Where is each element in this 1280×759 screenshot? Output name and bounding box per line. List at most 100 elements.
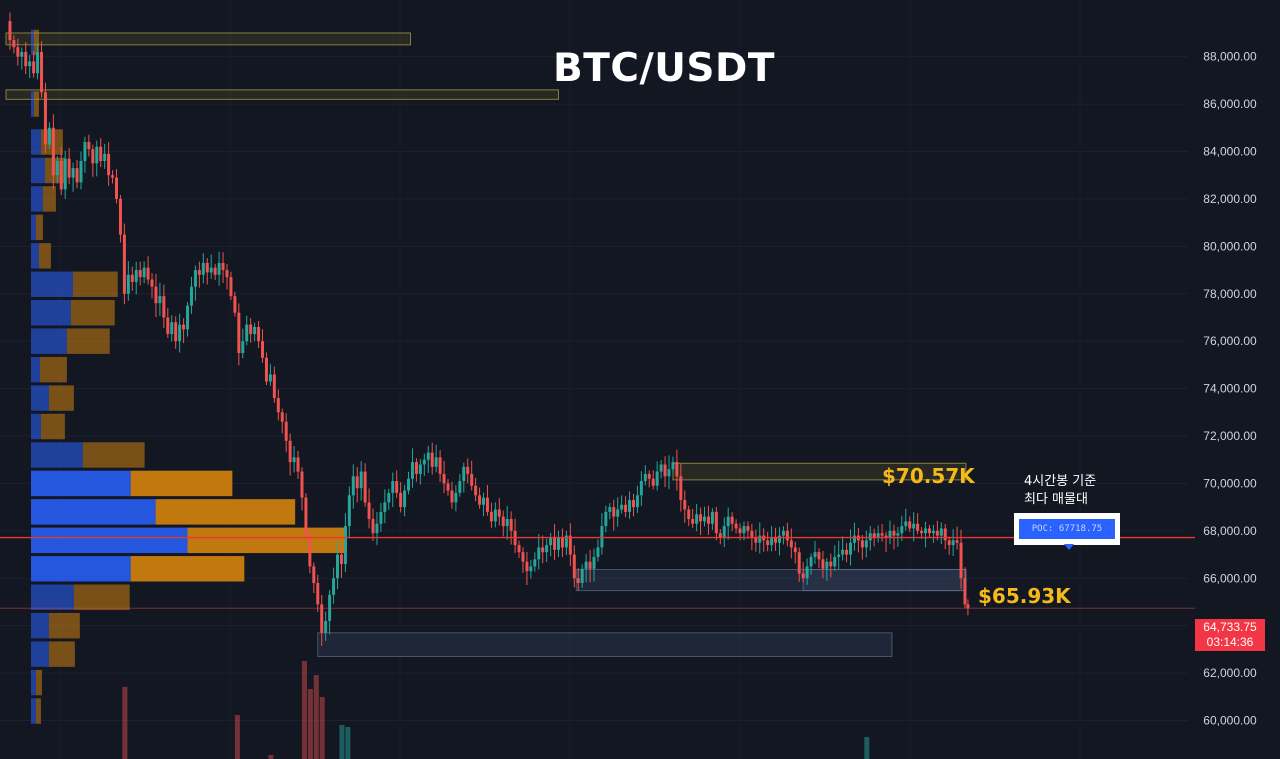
candle-up — [758, 535, 762, 543]
candle-up — [904, 521, 908, 527]
candle-down — [718, 533, 722, 538]
profile-bar-buy — [31, 698, 36, 724]
candle-up — [537, 547, 541, 560]
candle-up — [600, 526, 604, 548]
profile-bar-buy — [31, 186, 43, 212]
volume-profile — [31, 29, 347, 724]
candle-down — [59, 160, 63, 190]
candle-down — [509, 518, 513, 531]
candle-down — [485, 497, 489, 512]
profile-bar-buy — [31, 214, 36, 241]
candle-down — [691, 518, 695, 524]
candle-down — [87, 142, 91, 150]
candle-down — [829, 561, 833, 567]
candle-down — [114, 177, 118, 199]
profile-bar-buy — [31, 641, 49, 667]
profile-bar-sell — [35, 214, 43, 241]
candle-up — [328, 594, 332, 621]
candle-down — [474, 485, 478, 496]
candle-up — [422, 459, 426, 465]
price-axis[interactable]: 60,000.0062,000.0064,000.0066,000.0068,0… — [1203, 50, 1257, 728]
volume-bar — [307, 689, 313, 759]
bar-countdown: 03:14:36 — [1206, 635, 1254, 649]
candle-up — [620, 504, 624, 510]
candle-down — [221, 262, 225, 271]
profile-bar-sell — [73, 584, 130, 610]
support-zone — [317, 632, 893, 658]
candle-up — [343, 526, 347, 565]
candle-down — [355, 476, 359, 489]
candle-down — [320, 604, 324, 633]
candle-up — [332, 578, 336, 595]
price-tick-label: 68,000.00 — [1203, 524, 1257, 538]
last-price-tag[interactable]: 64,733.75 03:14:36 — [1195, 619, 1265, 651]
candle-down — [442, 473, 446, 484]
candle-down — [588, 561, 592, 569]
candle-up — [403, 490, 407, 508]
price-tick-label: 72,000.00 — [1203, 429, 1257, 443]
candle-up — [841, 549, 845, 555]
profile-bar-sell — [40, 413, 65, 440]
candle-down — [32, 61, 36, 74]
candle-down — [501, 516, 505, 527]
candle-up — [209, 267, 213, 273]
profile-bar-sell — [66, 328, 110, 354]
candle-down — [446, 483, 450, 491]
candle-down — [430, 452, 434, 467]
candle-up — [545, 545, 549, 553]
volume-bar — [234, 715, 240, 759]
candle-up — [896, 533, 900, 536]
candle-down — [150, 279, 154, 287]
candle-up — [126, 274, 130, 294]
candle-up — [876, 533, 880, 538]
candle-down — [860, 540, 864, 548]
candle-down — [774, 537, 778, 543]
candle-down — [414, 462, 418, 474]
poc-badge: POC: 67718.75 — [1014, 513, 1120, 545]
profile-bar-sell — [187, 527, 347, 554]
candle-up — [781, 530, 785, 536]
candle-down — [280, 412, 284, 422]
candle-down — [714, 511, 718, 534]
chart-title: BTC/USDT — [553, 46, 775, 91]
candle-down — [560, 537, 564, 548]
candle-up — [951, 540, 955, 546]
candle-down — [162, 296, 166, 318]
profile-bar-buy — [31, 157, 45, 184]
support-zone — [802, 568, 967, 592]
candle-down — [943, 528, 947, 541]
candle-up — [36, 51, 40, 74]
candle-up — [671, 462, 675, 470]
candle-up — [837, 554, 841, 557]
candle-down — [438, 457, 442, 474]
candle-down — [16, 47, 20, 57]
candle-down — [367, 502, 371, 519]
support-label: $65.93K — [978, 584, 1071, 608]
candle-down — [734, 523, 738, 529]
candle-up — [596, 547, 600, 557]
candle-down — [959, 542, 963, 579]
candle-down — [213, 267, 217, 275]
candle-up — [864, 540, 868, 548]
volume-bar — [301, 661, 307, 759]
price-tick-label: 70,000.00 — [1203, 476, 1257, 490]
candle-down — [797, 552, 801, 574]
candle-down — [730, 516, 734, 524]
candle-down — [754, 537, 758, 543]
candle-down — [935, 530, 939, 536]
profile-bar-buy — [31, 669, 36, 696]
resistance-label: $70.57K — [882, 464, 975, 488]
profile-bar-buy — [31, 91, 34, 117]
candle-down — [651, 478, 655, 486]
candle-down — [947, 540, 951, 546]
candle-down — [237, 312, 241, 354]
candle-up — [608, 507, 612, 512]
candle-down — [872, 533, 876, 538]
profile-bar-buy — [31, 470, 131, 497]
candle-down — [576, 578, 580, 584]
candle-up — [710, 511, 714, 524]
candle-up — [268, 374, 272, 382]
candle-down — [154, 286, 158, 304]
profile-bar-buy — [31, 271, 73, 298]
